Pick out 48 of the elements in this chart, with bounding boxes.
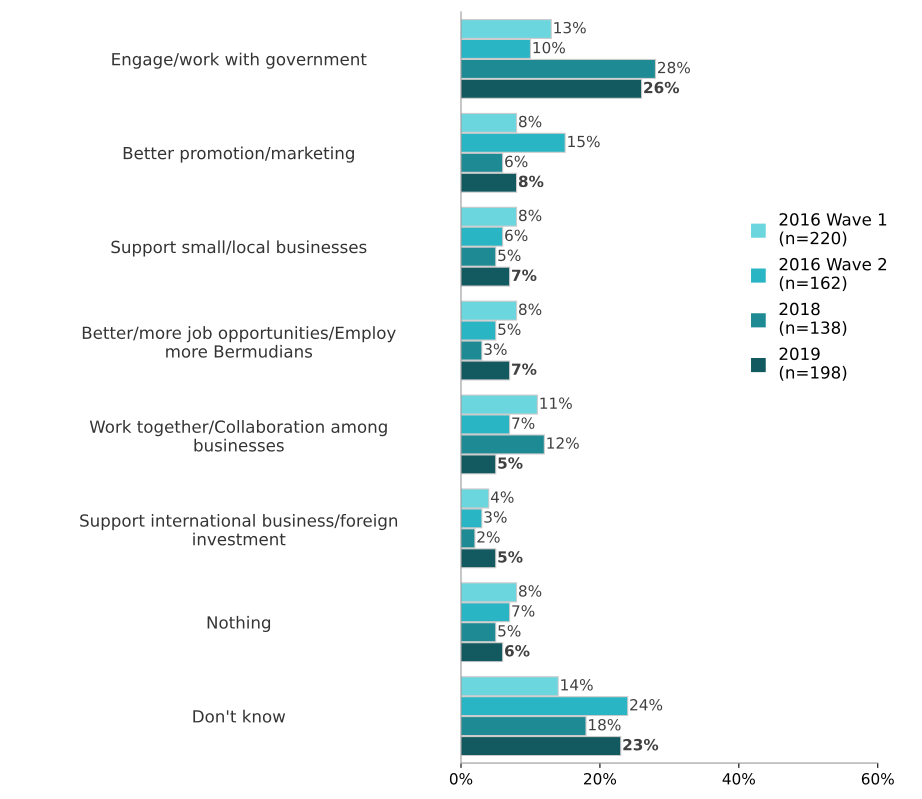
- data-label: 11%: [540, 397, 572, 409]
- data-label: 26%: [644, 82, 680, 94]
- legend-label: 2018 (n=138): [780, 302, 846, 336]
- data-label: 8%: [518, 585, 542, 597]
- legend-label: 2016 Wave 2 (n=162): [780, 258, 886, 292]
- data-label: 13%: [554, 22, 586, 34]
- data-label: 3%: [484, 343, 507, 355]
- data-label: 6%: [505, 156, 528, 168]
- y-tick-label: Better/more job opportunities/Employ more Bermudians: [82, 326, 396, 358]
- data-label: 5%: [498, 625, 521, 637]
- y-tick-label: Work together/Collaboration among businesses: [90, 420, 387, 452]
- data-label: 8%: [518, 210, 542, 222]
- y-tick-label: Better promotion/marketing: [124, 146, 354, 163]
- data-label: 23%: [623, 738, 658, 750]
- legend-label: 2019 (n=198): [780, 347, 846, 381]
- data-label: 5%: [498, 551, 523, 563]
- data-label: 28%: [658, 62, 690, 74]
- data-label: 6%: [505, 230, 528, 242]
- data-label: 7%: [512, 605, 534, 617]
- data-label: 5%: [498, 457, 523, 469]
- data-label: 10%: [534, 42, 565, 54]
- legend-label: 2016 Wave 1 (n=220): [780, 213, 886, 246]
- data-label: 7%: [512, 417, 534, 429]
- y-tick-label: Nothing: [208, 616, 270, 632]
- data-label: 14%: [561, 679, 593, 691]
- data-label: 24%: [630, 699, 662, 711]
- x-tick-label: 60%: [862, 773, 894, 785]
- data-label: 7%: [512, 363, 536, 375]
- x-tick-label: 0%: [450, 773, 472, 785]
- data-label: 5%: [498, 323, 521, 336]
- data-label: 6%: [505, 645, 530, 657]
- x-tick-label: 20%: [584, 773, 616, 785]
- data-label: 5%: [498, 250, 521, 262]
- data-label: 8%: [518, 304, 542, 316]
- data-label: 12%: [547, 437, 579, 449]
- data-label: 2%: [477, 531, 500, 543]
- data-label: 7%: [512, 269, 536, 282]
- data-label: 3%: [484, 511, 507, 523]
- data-label: 8%: [518, 116, 542, 128]
- y-tick-label: Support international business/foreign investment: [80, 514, 398, 546]
- y-tick-label: Support small/local businesses: [111, 240, 366, 256]
- x-tick-label: 40%: [722, 773, 755, 785]
- data-label: 4%: [490, 491, 514, 503]
- y-tick-label: Engage/work with government: [112, 52, 366, 69]
- data-label: 18%: [589, 718, 621, 731]
- y-tick-label: Don't know: [193, 710, 286, 723]
- data-label: 8%: [518, 176, 544, 188]
- data-label: 15%: [568, 136, 600, 148]
